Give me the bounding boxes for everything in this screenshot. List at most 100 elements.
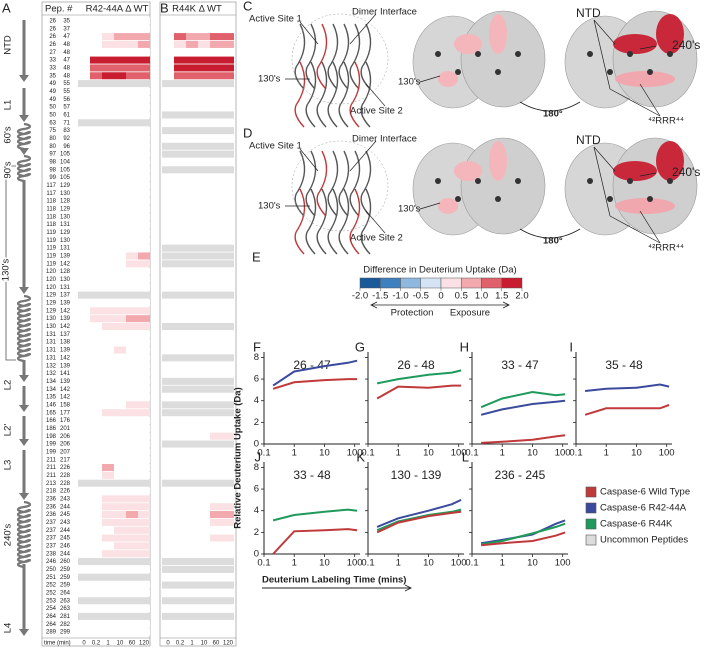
annotation: 130's (398, 204, 421, 215)
heat-cell (210, 134, 222, 142)
heat-cell (78, 511, 90, 519)
heat-cell (102, 197, 114, 205)
heat-cell (114, 495, 126, 503)
heat-cell (126, 346, 138, 354)
heat-cell (186, 495, 198, 503)
annotation: 130's (398, 77, 421, 88)
heat-cell (222, 330, 234, 338)
heat-cell (198, 503, 210, 511)
annotation: NTD (576, 6, 601, 20)
heat-cell (90, 346, 102, 354)
heat-cell (102, 550, 114, 558)
heat-cell (114, 299, 126, 307)
heat-cell (78, 542, 90, 550)
column-header: R42-44A Δ WT (86, 4, 149, 15)
heat-cell (90, 299, 102, 307)
heat-cell (114, 440, 126, 448)
peptide-end: 142 (60, 355, 71, 361)
panel-label: K (356, 449, 365, 464)
pointer (593, 19, 611, 90)
legend-swatch (585, 502, 597, 514)
peptide-start: 198 (46, 434, 57, 440)
heat-cell (126, 127, 138, 135)
peptide-end: 139 (60, 379, 71, 385)
heat-cell (90, 417, 102, 425)
heat-cell (102, 64, 114, 72)
heat-cell (162, 228, 174, 236)
scale-tick-label: 1.0 (475, 291, 488, 302)
heat-cell (162, 503, 174, 511)
heat-cell (186, 299, 198, 307)
heat-cell (126, 283, 138, 291)
panel-label: G (355, 339, 365, 354)
heat-cell (78, 565, 90, 573)
ribbon (294, 150, 306, 217)
surface (612, 137, 698, 235)
heat-cell (174, 518, 186, 526)
heat-cell (90, 581, 102, 589)
heat-cell (198, 393, 210, 401)
uncommon-peptide (162, 354, 234, 362)
heat-cell (90, 64, 102, 72)
heat-cell (174, 213, 186, 221)
heat-cell (78, 417, 90, 425)
heat-cell (114, 526, 126, 534)
heat-cell (162, 221, 174, 229)
peptide-start: 132 (46, 363, 57, 369)
heat-cell (138, 158, 150, 166)
heat-cell (222, 338, 234, 346)
heat-cell (90, 385, 102, 393)
heat-cell (186, 628, 198, 636)
heat-cell (78, 158, 90, 166)
heat-cell (138, 456, 150, 464)
heat-cell (114, 589, 126, 597)
heat-cell (90, 322, 102, 331)
heat-cell (198, 511, 210, 519)
peptide-end: 142 (60, 261, 71, 267)
heat-cell (78, 103, 90, 111)
strand-arrow (19, 148, 29, 155)
heat-cell (78, 111, 90, 119)
heat-cell (138, 260, 150, 268)
heat-cell (114, 236, 126, 244)
heat-cell (126, 72, 138, 80)
heat-cell (186, 338, 198, 346)
heat-cell (78, 518, 90, 526)
heat-cell (210, 620, 222, 628)
heat-cell (210, 283, 222, 291)
heat-cell (222, 432, 234, 440)
heat-cell (174, 503, 186, 511)
heat-cell (102, 166, 114, 174)
peptide-start: 251 (46, 575, 57, 581)
peptide-start: 165 (46, 410, 57, 416)
peptide-start: 254 (46, 606, 57, 612)
heat-cell (126, 511, 138, 519)
heat-cell (162, 495, 174, 503)
series-line (481, 531, 566, 547)
heat-cell (138, 424, 150, 432)
heat-cell (90, 448, 102, 456)
annotation: NTD (576, 133, 601, 147)
heat-cell (138, 87, 150, 95)
ribbon (316, 150, 328, 217)
peptide-start: 131 (46, 348, 57, 354)
ribbon-outline (291, 140, 389, 232)
heat-cell (222, 620, 234, 628)
annotation: 130's (258, 74, 281, 85)
uncommon-peptide (78, 573, 150, 581)
heat-cell (138, 534, 150, 542)
heat-cell (126, 33, 138, 41)
strand-arrow (19, 287, 29, 294)
heat-cell (126, 87, 138, 95)
heat-cell (198, 213, 210, 221)
heat-cell (210, 330, 222, 338)
heat-cell (102, 417, 114, 425)
region-label: 130's (1, 259, 12, 282)
x-tick-label: 10 (423, 558, 434, 569)
heat-cell (174, 56, 186, 64)
heat-cell (186, 330, 198, 338)
heat-cell (186, 283, 198, 291)
heat-cell (126, 401, 138, 409)
heat-cell (210, 189, 222, 197)
